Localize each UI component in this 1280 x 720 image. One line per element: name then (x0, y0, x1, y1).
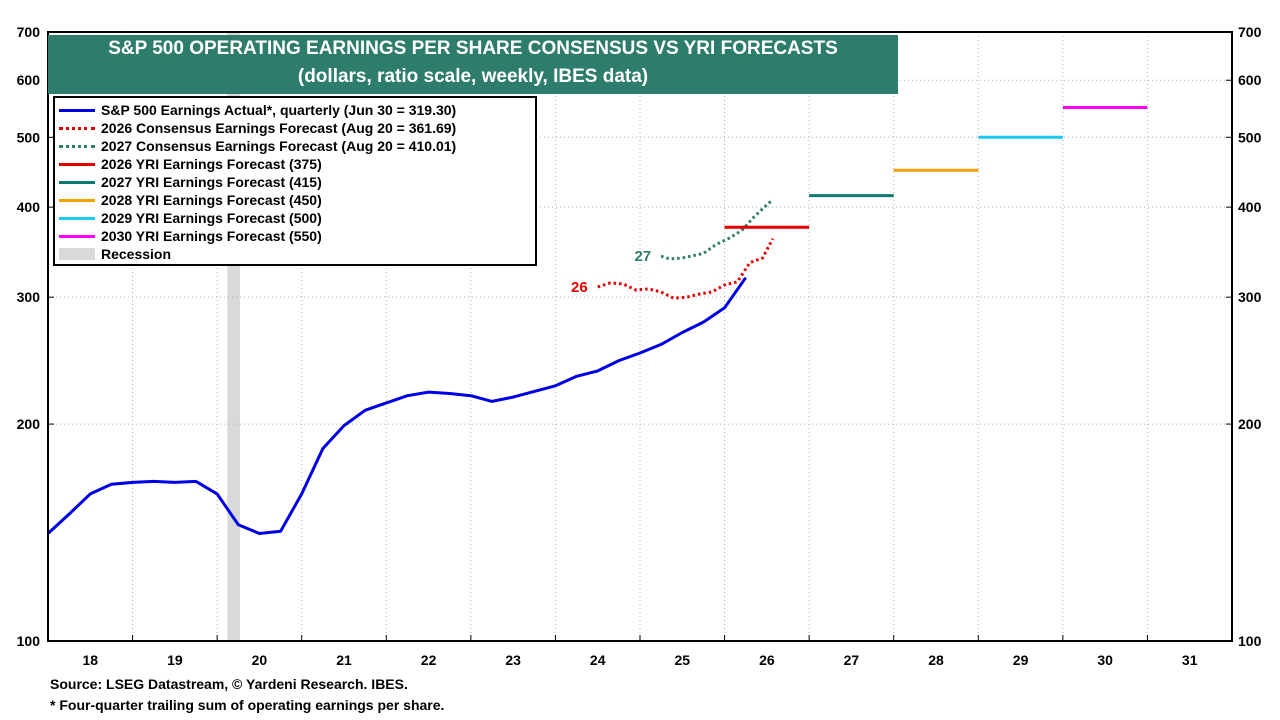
series-line-2 (660, 198, 774, 261)
legend-swatch (59, 144, 95, 148)
y-tick-label-right: 200 (1238, 416, 1262, 432)
x-tick-label: 18 (82, 652, 98, 668)
legend-swatch (59, 198, 95, 202)
legend-swatch (59, 216, 95, 220)
legend-item: S&P 500 Earnings Actual*, quarterly (Jun… (59, 101, 456, 119)
y-tick-label-right: 700 (1238, 24, 1262, 40)
legend-label: Recession (101, 246, 172, 262)
y-tick-label-right: 400 (1238, 199, 1262, 215)
legend-item: 2030 YRI Earnings Forecast (550) (59, 227, 322, 245)
series-layer (46, 106, 1148, 535)
x-tick-label: 29 (1013, 652, 1029, 668)
x-tick-label: 23 (505, 652, 521, 668)
legend-label: 2028 YRI Earnings Forecast (450) (101, 192, 322, 208)
y-tick-label-left: 100 (17, 633, 41, 649)
y-tick-label-left: 200 (17, 416, 41, 432)
series-line-0 (46, 276, 747, 535)
x-tick-label: 21 (336, 652, 352, 668)
chart-title-box: S&P 500 OPERATING EARNINGS PER SHARE CON… (48, 35, 898, 94)
series-labels-layer: 26 27 (571, 248, 651, 296)
legend-item: 2026 Consensus Earnings Forecast (Aug 20… (59, 119, 456, 137)
legend-label: 2029 YRI Earnings Forecast (500) (101, 210, 322, 226)
y-tick-label-left: 400 (17, 199, 41, 215)
legend-item: 2028 YRI Earnings Forecast (450) (59, 191, 322, 209)
legend-swatch (59, 108, 95, 112)
x-tick-label: 20 (252, 652, 268, 668)
series-label-1: 26 (571, 279, 588, 296)
series-label-2: 27 (634, 248, 651, 265)
legend-label: 2027 YRI Earnings Forecast (415) (101, 174, 322, 190)
y-tick-label-left: 500 (17, 129, 41, 145)
y-tick-label-left: 300 (17, 289, 41, 305)
axis-layer: 100 100 200 200 300 300 400 400 500 500 600 600 700 7… (17, 24, 1262, 668)
x-tick-label: 31 (1182, 652, 1198, 668)
chart-subtitle: (dollars, ratio scale, weekly, IBES data… (297, 66, 649, 87)
legend-item: 2027 Consensus Earnings Forecast (Aug 20… (59, 137, 456, 155)
legend-swatch (59, 234, 95, 238)
legend-label: 2027 Consensus Earnings Forecast (Aug 20… (101, 138, 457, 154)
y-tick-label-right: 300 (1238, 289, 1262, 305)
legend-swatch (59, 180, 95, 184)
x-tick-label: 27 (844, 652, 860, 668)
legend-swatch (59, 248, 95, 260)
x-tick-label: 26 (759, 652, 775, 668)
x-tick-label: 30 (1097, 652, 1113, 668)
y-tick-label-right: 500 (1238, 129, 1262, 145)
y-tick-label-left: 700 (17, 24, 41, 40)
x-tick-label: 25 (674, 652, 690, 668)
legend-item: 2026 YRI Earnings Forecast (375) (59, 155, 322, 173)
legend-swatch (59, 162, 95, 166)
x-tick-label: 22 (421, 652, 437, 668)
legend-item: Recession (59, 245, 171, 263)
legend-item: 2029 YRI Earnings Forecast (500) (59, 209, 322, 227)
y-tick-label-right: 100 (1238, 633, 1262, 649)
source-note: Source: LSEG Datastream, © Yardeni Resea… (50, 676, 408, 692)
chart-title: S&P 500 OPERATING EARNINGS PER SHARE CON… (108, 38, 838, 59)
series-line-1 (597, 237, 775, 300)
legend-label: 2026 YRI Earnings Forecast (375) (101, 156, 322, 172)
x-tick-label: 19 (167, 652, 183, 668)
legend-label: 2026 Consensus Earnings Forecast (Aug 20… (101, 120, 457, 136)
x-tick-label: 28 (928, 652, 944, 668)
legend-label: 2030 YRI Earnings Forecast (550) (101, 228, 322, 244)
footnote: * Four-quarter trailing sum of operating… (50, 697, 445, 713)
legend-swatch (59, 126, 95, 130)
legend: S&P 500 Earnings Actual*, quarterly (Jun… (53, 96, 537, 266)
x-tick-label: 24 (590, 652, 606, 668)
y-tick-label-left: 600 (17, 72, 41, 88)
legend-label: S&P 500 Earnings Actual*, quarterly (Jun… (101, 102, 457, 118)
legend-item: 2027 YRI Earnings Forecast (415) (59, 173, 322, 191)
y-tick-label-right: 600 (1238, 72, 1262, 88)
